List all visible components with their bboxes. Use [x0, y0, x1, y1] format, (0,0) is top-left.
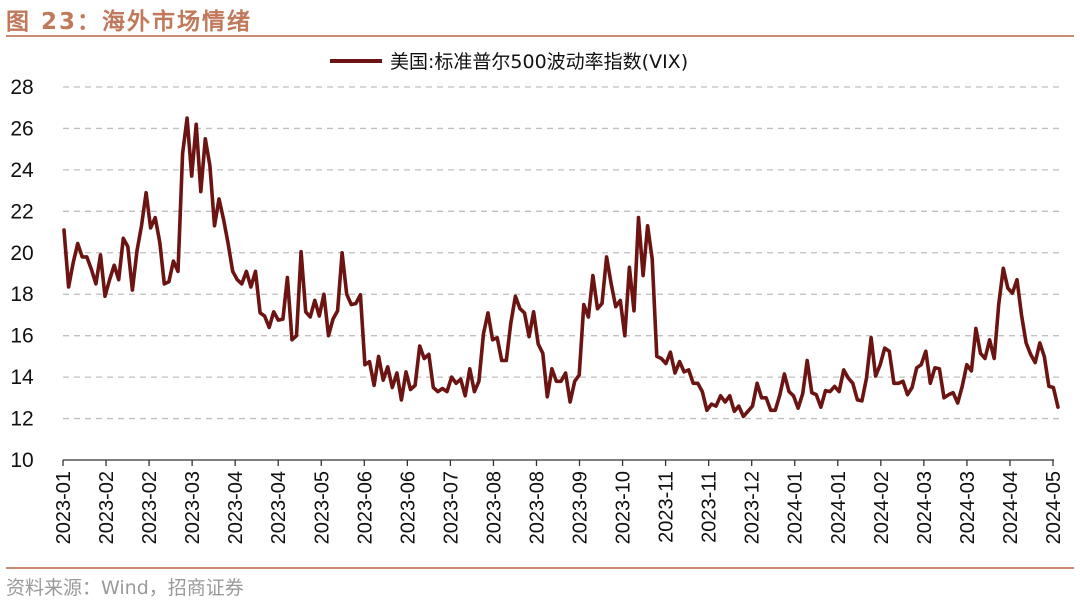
x-tick-label: 2023-04: [225, 471, 247, 544]
x-tick-label: 2024-05: [1043, 471, 1065, 544]
y-tick-label: 10: [10, 449, 33, 472]
y-tick-label: 14: [10, 366, 34, 389]
y-tick-label: 24: [10, 159, 34, 182]
legend: 美国:标准普尔500波动率指数(VIX): [330, 51, 688, 73]
x-tick-label: 2024-01: [828, 471, 850, 544]
x-tick-label: 2023-10: [613, 471, 635, 544]
x-tick-label: 2023-07: [440, 471, 462, 544]
y-tick-label: 22: [10, 200, 33, 223]
x-tick-label: 2024-02: [871, 471, 893, 544]
x-tick-label: 2023-11: [699, 471, 721, 543]
source-divider: [6, 567, 1074, 569]
x-tick-label: 2023-08: [526, 471, 548, 544]
x-tick-label: 2023-03: [182, 471, 204, 544]
x-tick-label: 2023-04: [268, 471, 290, 544]
x-tick-label: 2024-04: [1000, 471, 1022, 544]
series-line-vix: [62, 116, 1060, 419]
x-axis: 2023-01 2023-02 2023-02 2023-03 2023-04 2023-…: [53, 459, 1065, 544]
y-tick-label: 28: [10, 76, 33, 99]
x-tick-label: 2023-01: [53, 471, 75, 544]
x-tick-label: 2023-12: [742, 471, 764, 544]
x-tick-label: 2023-06: [397, 471, 419, 544]
x-tick-label: 2024-01: [785, 471, 807, 544]
x-tick-label: 2023-02: [96, 471, 118, 544]
x-tick-label: 2023-06: [354, 471, 376, 544]
gridlines: [63, 86, 1060, 420]
x-tick-label: 2023-11: [656, 471, 678, 543]
x-tick-label: 2023-02: [139, 471, 161, 544]
x-tick-label: 2023-05: [311, 471, 333, 544]
y-axis: 10 12 14 16 18 20 22 24 26 28: [10, 76, 34, 472]
x-tick-label: 2024-03: [914, 471, 936, 544]
y-tick-label: 20: [10, 242, 33, 265]
y-tick-label: 16: [10, 325, 33, 348]
legend-label: 美国:标准普尔500波动率指数(VIX): [390, 51, 688, 73]
y-tick-label: 18: [10, 283, 33, 306]
title-divider: [6, 35, 1074, 37]
source-note: 资料来源：Wind，招商证券: [6, 577, 244, 599]
x-tick-label: 2023-09: [570, 471, 592, 544]
x-tick-label: 2023-08: [483, 471, 505, 544]
y-tick-label: 12: [10, 408, 33, 431]
figure-title: 图 23：海外市场情绪: [6, 9, 253, 35]
x-tick-label: 2024-03: [957, 471, 979, 544]
y-tick-label: 26: [10, 117, 33, 140]
